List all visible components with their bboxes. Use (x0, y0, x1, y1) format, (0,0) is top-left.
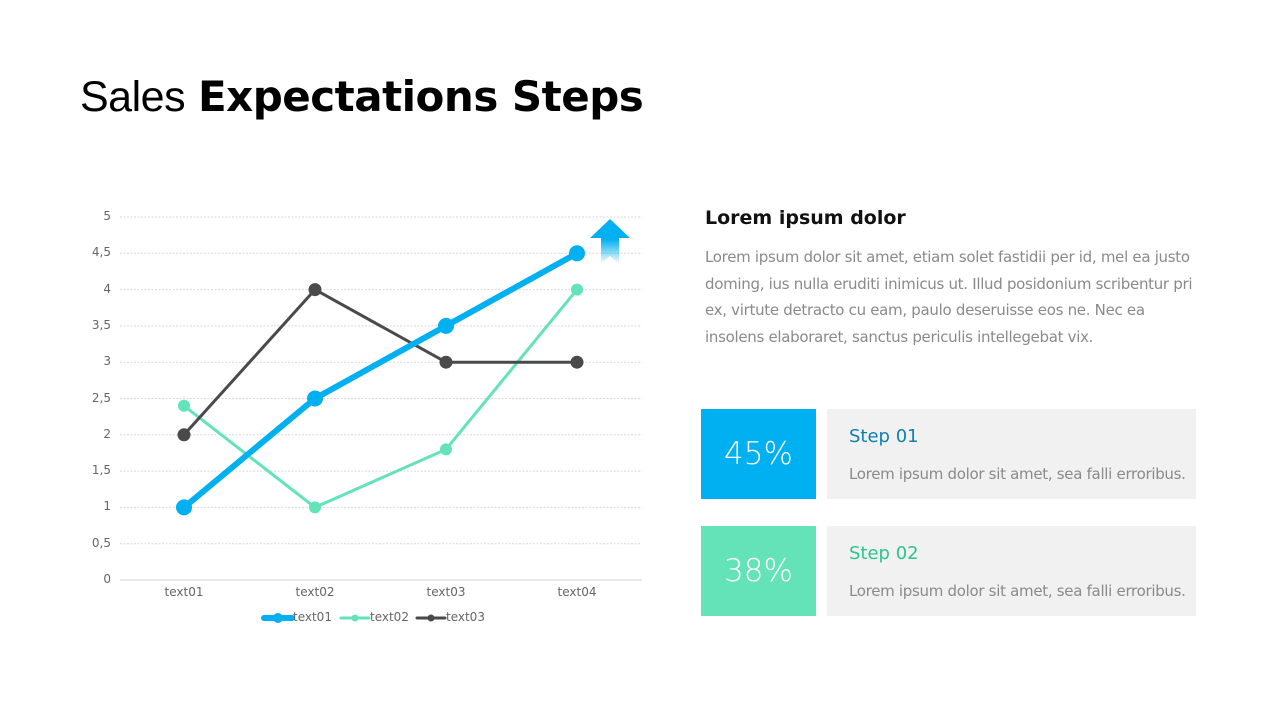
x-tick-label: text02 (295, 585, 335, 599)
y-tick-label: 5 (103, 209, 111, 223)
legend-label: text03 (446, 610, 485, 624)
series-text03 (177, 283, 584, 442)
x-tick-label: text03 (426, 585, 466, 599)
series-text01 (176, 245, 585, 516)
step-02-label: Step 02 (849, 543, 919, 564)
y-tick-label: 3 (103, 354, 111, 369)
chart-canvas (120, 216, 642, 623)
data-point (178, 399, 190, 412)
page-title: Sales Expectations Steps (80, 72, 644, 122)
step-01-label: Step 01 (849, 426, 919, 447)
legend-item-text01 (261, 613, 295, 623)
line-chart: 0 0,5 1 1,5 2 2,5 3 3,5 4 4,5 5 text01 text02 text03 t… (0, 0, 680, 660)
step-02-percent: 38% (701, 526, 816, 616)
data-point (176, 499, 192, 516)
title-light: Sales (80, 73, 186, 121)
y-tick-label: 1,5 (91, 463, 111, 478)
step-01-card: Step 01 Lorem ipsum dolor sit amet, sea … (827, 409, 1196, 499)
y-tick-label: 4,5 (91, 245, 111, 260)
legend-label: text02 (370, 610, 409, 624)
step-02-card: Step 02 Lorem ipsum dolor sit amet, sea … (827, 526, 1196, 616)
x-tick-label: text04 (557, 585, 597, 599)
data-point (570, 355, 584, 369)
data-point (307, 390, 323, 407)
description-heading: Lorem ipsum dolor (705, 207, 906, 229)
data-point (438, 317, 454, 334)
y-tick-label: 2 (103, 426, 111, 441)
legend-item-text03 (415, 614, 447, 622)
x-tick-label: text01 (164, 585, 204, 599)
data-point (177, 428, 191, 442)
data-point (571, 283, 583, 296)
y-tick-label: 1 (103, 499, 111, 514)
description-body: Lorem ipsum dolor sit amet, etiam solet … (705, 248, 1193, 346)
up-arrow-icon (590, 219, 630, 264)
step-01-text: Lorem ipsum dolor sit amet, sea falli er… (849, 465, 1186, 483)
step-01-percent: 45% (701, 409, 816, 499)
data-point (309, 501, 321, 514)
legend-item-text02 (339, 614, 371, 622)
y-tick-label: 0 (103, 572, 111, 586)
step-02-text: Lorem ipsum dolor sit amet, sea falli er… (849, 582, 1186, 600)
data-point (569, 245, 585, 262)
y-tick-label: 3,5 (91, 317, 111, 332)
data-point (439, 355, 453, 369)
y-tick-label: 2,5 (91, 390, 111, 405)
data-point (440, 443, 452, 456)
y-tick-label: 4 (103, 281, 111, 296)
data-point (308, 283, 322, 297)
y-tick-label: 0,5 (91, 535, 111, 550)
title-bold: Expectations Steps (197, 72, 644, 121)
legend-label: text01 (293, 610, 332, 624)
